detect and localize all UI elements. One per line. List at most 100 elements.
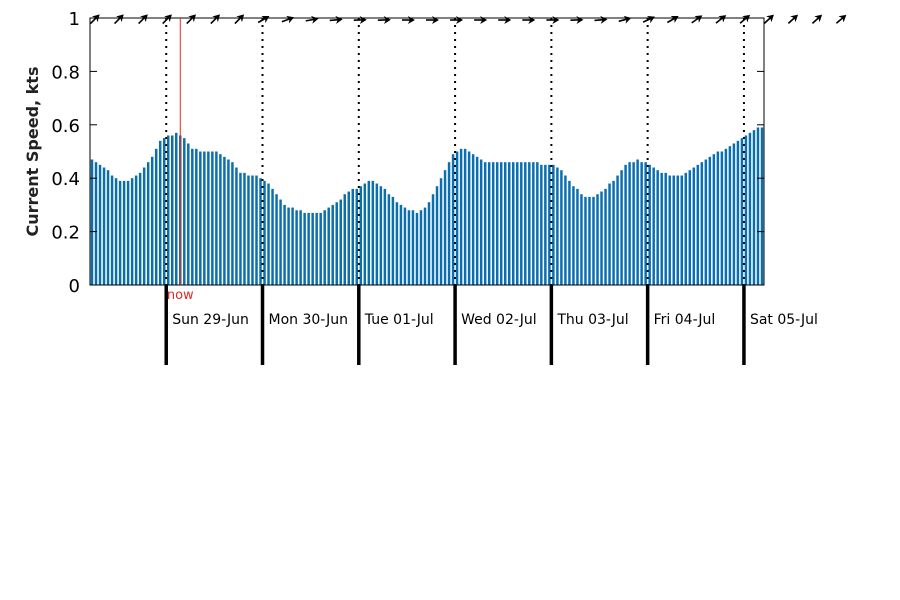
direction-arrow: [401, 16, 415, 24]
day-label: Mon 30-Jun: [269, 312, 349, 328]
speed-bar: [371, 180, 375, 285]
speed-bar: [520, 162, 523, 285]
direction-arrow: [763, 14, 774, 24]
y-tick-label: 1: [69, 9, 80, 30]
speed-bar: [90, 159, 94, 285]
speed-bar: [215, 151, 218, 285]
speed-bar: [568, 180, 571, 285]
speed-bar: [291, 207, 294, 285]
speed-bar: [363, 183, 367, 285]
speed-bar: [556, 167, 559, 285]
speed-bar: [331, 204, 334, 285]
speed-bar: [732, 143, 736, 285]
speed-bar: [427, 202, 431, 285]
speed-bar: [628, 162, 631, 285]
direction-arrow: [715, 15, 727, 24]
speed-bar: [439, 178, 443, 285]
speed-bar: [696, 164, 700, 285]
speed-bar: [660, 172, 663, 285]
speed-bar: [319, 212, 322, 285]
y-tick-label: 0.2: [51, 223, 80, 244]
speed-bar: [483, 162, 487, 285]
speed-bar: [748, 132, 752, 285]
direction-arrow: [642, 15, 655, 24]
speed-bar: [640, 162, 643, 285]
speed-bar: [700, 162, 704, 285]
direction-arrow: [377, 15, 391, 24]
speed-bar: [676, 175, 679, 285]
speed-bar: [275, 194, 278, 285]
speed-bar: [142, 167, 146, 285]
speed-bar: [435, 186, 439, 285]
speed-bar: [395, 202, 399, 285]
speed-bar: [499, 162, 503, 285]
speed-bar: [323, 210, 326, 285]
speed-bar: [704, 159, 708, 285]
speed-bar: [487, 162, 491, 285]
speed-bar: [183, 138, 186, 285]
speed-bar: [503, 162, 507, 285]
speed-bar: [744, 135, 748, 285]
direction-arrow: [234, 14, 245, 25]
speed-bar: [98, 164, 102, 285]
speed-bar: [656, 170, 659, 285]
speed-bar: [239, 172, 242, 285]
speed-bar: [287, 207, 290, 285]
direction-arrow: [257, 16, 270, 24]
speed-bar: [347, 191, 351, 285]
speed-bar: [431, 194, 435, 285]
speed-bar: [375, 183, 379, 285]
direction-arrow: [594, 15, 608, 24]
speed-bar: [644, 162, 647, 285]
speed-bar: [584, 196, 587, 285]
speed-bar: [459, 148, 463, 285]
speed-bar: [162, 138, 166, 285]
speed-bar: [403, 207, 407, 285]
speed-bar: [223, 156, 226, 285]
speed-bars: [90, 127, 764, 285]
speed-bar: [620, 170, 623, 285]
speed-bar: [548, 164, 551, 285]
speed-bar: [712, 154, 716, 285]
speed-bar: [150, 156, 154, 285]
direction-arrow: [546, 16, 560, 24]
speed-bar: [684, 172, 688, 285]
speed-bar: [106, 170, 110, 285]
speed-bar: [516, 162, 519, 285]
direction-arrow: [353, 15, 367, 24]
speed-bar: [235, 167, 238, 285]
speed-bar: [335, 202, 338, 285]
speed-bar: [752, 130, 756, 285]
speed-bar: [383, 188, 387, 285]
speed-bar: [138, 172, 142, 285]
speed-bar: [664, 172, 667, 285]
direction-arrow: [811, 14, 823, 24]
speed-bar: [415, 212, 419, 285]
speed-bar: [267, 183, 270, 285]
speed-bar: [636, 159, 639, 285]
speed-bar: [580, 194, 583, 285]
direction-arrow: [739, 14, 751, 24]
speed-bar: [227, 159, 230, 285]
speed-bar: [692, 167, 696, 285]
speed-bar: [203, 151, 206, 285]
day-label: Sat 05-Jul: [750, 312, 818, 328]
direction-arrow: [835, 14, 847, 24]
speed-bar: [231, 162, 234, 285]
direction-arrow: [522, 16, 536, 24]
speed-bar: [508, 162, 511, 285]
speed-bar: [455, 151, 459, 285]
speed-bar: [419, 210, 423, 285]
speed-bar: [479, 159, 483, 285]
speed-bar: [367, 180, 371, 285]
plot-frame: [89, 17, 765, 286]
speed-bar: [760, 127, 764, 285]
speed-bar: [211, 151, 214, 285]
speed-bar: [475, 156, 479, 285]
speed-bar: [612, 180, 615, 285]
direction-arrow: [113, 14, 124, 25]
speed-bar: [600, 191, 603, 285]
speed-bar: [191, 148, 194, 285]
speed-bar: [540, 164, 543, 285]
speed-bar: [532, 162, 535, 285]
